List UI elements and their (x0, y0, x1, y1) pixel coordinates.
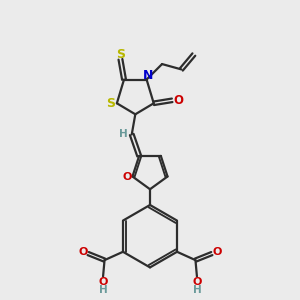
Text: N: N (143, 69, 153, 82)
Text: H: H (193, 285, 201, 295)
Text: O: O (122, 172, 132, 182)
Text: O: O (98, 277, 108, 287)
Text: O: O (78, 248, 88, 257)
Text: S: S (116, 48, 125, 61)
Text: S: S (106, 97, 115, 110)
Text: H: H (119, 130, 128, 140)
Text: O: O (173, 94, 183, 107)
Text: O: O (212, 248, 222, 257)
Text: H: H (99, 285, 107, 295)
Text: O: O (192, 277, 202, 287)
